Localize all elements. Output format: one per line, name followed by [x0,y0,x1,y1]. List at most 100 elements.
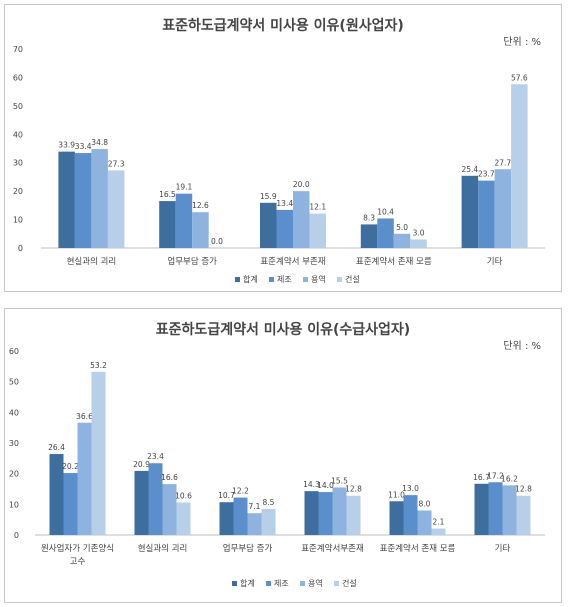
data-label: 27.3 [108,159,125,168]
data-label: 33.4 [75,142,92,151]
legend-label: 건설 [345,274,360,284]
data-label: 15.9 [260,192,277,201]
x-tick-label: 표준계약서 부존재 [260,256,325,267]
y-tick-label: 50 [13,102,23,111]
data-label: 20.2 [62,462,79,471]
chart-title: 표준하도급계약서 미사용 이유(원사업자) [162,18,404,34]
data-label: 20.9 [133,460,150,469]
bar [309,213,326,248]
legend-label: 건설 [342,578,357,588]
bar [393,233,411,248]
y-tick-label: 10 [9,500,19,509]
x-tick-label: 고수 [70,557,86,567]
legend-swatch [337,277,342,282]
data-label: 13.0 [402,484,419,493]
data-label: 10.7 [218,491,235,500]
x-tick-label: 표준계약서 존재 모름 [356,256,432,267]
bar [219,502,234,535]
bar [478,180,495,248]
data-label: 14.0 [317,481,334,490]
data-label: 36.6 [76,412,93,421]
legend-swatch [300,581,305,586]
y-tick-label: 40 [9,408,19,417]
bar [318,492,333,535]
bar [304,491,319,535]
x-tick-label: 표준계약서부존재 [301,543,364,554]
bar [260,202,277,248]
bar [360,224,378,248]
bar [293,191,310,248]
bar-chart-contractor: 0 10 20 30 40 50 60 70 33.9 33.4 34.8 27.3 현실과의 괴리 16… [13,45,545,284]
legend-label: 제조 [274,579,289,588]
data-label: 53.2 [90,361,107,370]
data-label: 12.2 [232,487,249,496]
data-label: 3.0 [413,228,425,237]
bar [261,508,276,535]
bar [332,487,347,535]
bar [192,212,209,248]
data-label: 12.1 [309,203,326,212]
y-tick-label: 0 [18,244,23,253]
legend-label: 용역 [308,578,323,588]
legend-label: 제조 [277,275,292,284]
data-label: 11.0 [388,490,405,499]
data-label: 14.3 [303,480,320,489]
data-label: 20.0 [293,180,310,189]
bar [516,495,531,535]
data-label: 57.6 [511,73,528,82]
data-label: 10.4 [377,207,394,216]
data-label: 23.7 [478,170,495,179]
bar [148,463,163,535]
data-label: 26.4 [48,443,65,452]
bar [74,153,92,248]
bar [233,497,248,535]
chart-panel-subcontractor: 표준하도급계약서 미사용 이유(수급사업자) 단위 : % 0 10 20 30 40 5… [4,308,562,603]
y-tick-label: 40 [13,130,23,139]
bar [410,239,427,248]
bar [389,501,404,535]
legend-swatch [334,581,339,586]
x-tick-label: 현실과의 괴리 [138,543,188,554]
data-label: 27.7 [494,158,511,167]
x-tick-label: 기타 [487,257,503,267]
bar [377,218,394,248]
data-label: 19.1 [176,183,193,192]
legend-swatch [235,277,240,282]
legend-swatch [266,581,271,586]
legend-label: 합계 [243,274,258,284]
data-label: 15.5 [331,476,348,485]
bar [91,371,106,535]
data-label: 8.5 [263,498,275,507]
bar [162,484,177,535]
data-label: 2.1 [433,518,445,527]
data-label: 13.4 [276,199,293,208]
y-tick-label: 70 [13,45,23,54]
x-tick-label: 표준계약서 존재 모름 [380,543,456,554]
x-tick-label: 업무부담 증가 [167,256,217,267]
data-label: 5.0 [396,223,408,232]
data-label: 7.1 [249,502,261,511]
x-tick-label: 원사업자가 기존양식 [41,543,114,554]
bar [474,483,489,535]
bar [175,193,193,248]
bar [63,473,78,535]
data-label: 8.0 [419,499,431,508]
bar [511,84,528,248]
data-label: 8.3 [363,213,375,222]
y-tick-label: 50 [9,378,19,387]
y-tick-label: 60 [13,73,23,82]
bar [49,454,64,535]
data-label: 12.8 [345,485,362,494]
x-tick-label: 현실과의 괴리 [67,256,117,267]
data-label: 16.7 [473,473,490,482]
bar [107,170,125,248]
x-tick-label: 기타 [495,544,511,554]
data-label: 10.6 [175,491,192,500]
bar [488,482,503,535]
y-tick-label: 60 [9,347,19,356]
bar [502,485,517,535]
y-tick-label: 0 [14,531,19,540]
y-tick-label: 20 [13,187,23,196]
chart-panel-contractor: 표준하도급계약서 미사용 이유(원사업자) 단위 : % 0 10 20 30 40 50… [4,4,562,292]
data-label: 17.2 [487,471,504,480]
